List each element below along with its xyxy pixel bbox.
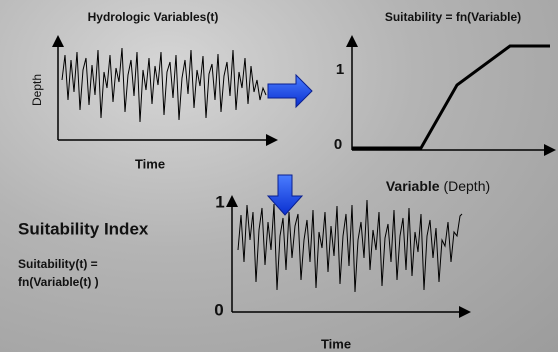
y-top-label: 1 [336,61,344,78]
title: Suitability = fn(Variable) [385,10,521,24]
y-label: Depth [30,74,44,106]
arrow-down [268,175,302,215]
title: Hydrologic Variables(t) [88,10,219,24]
heading: Suitability Index [18,219,149,238]
formula: fn(Variable(t) ) [18,275,99,289]
x-label: Time [321,336,351,351]
suitability-curve [352,46,550,148]
diagram: Hydrologic Variables(t) Depth Time Suita… [0,0,558,352]
y-top-label: 1 [215,192,224,211]
x-label-rest: (Depth) [443,178,490,194]
y-bottom-label: 0 [334,136,342,153]
x-label-bold: Variable [386,178,440,194]
slide: Hydrologic Variables(t) Depth Time Suita… [0,0,558,352]
series-line [62,48,266,122]
x-label: Time [135,156,165,171]
arrow-right [268,75,312,107]
series-line [238,200,462,292]
x-label: Variable (Depth) [386,178,490,194]
y-bottom-label: 0 [214,300,223,319]
formula: Suitability(t) = [18,257,98,271]
